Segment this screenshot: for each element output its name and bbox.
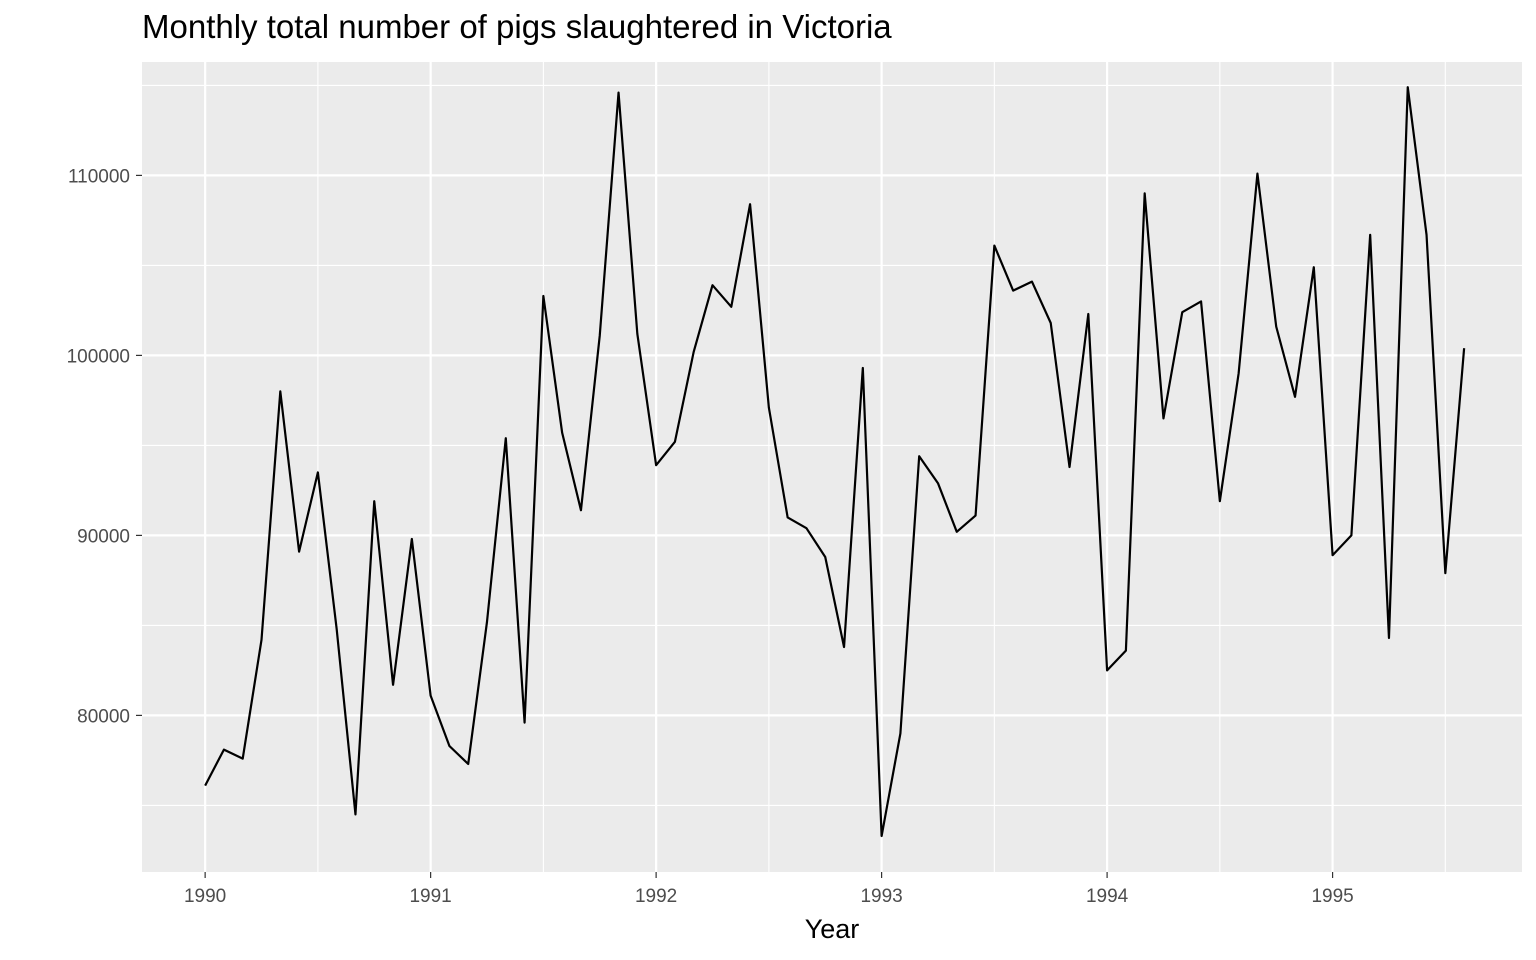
y-tick-label: 80000 — [77, 706, 130, 727]
series-line — [204, 86, 1466, 838]
x-axis-title: Year — [805, 914, 860, 944]
plot-panel — [142, 62, 1522, 872]
y-axis: 80000 90000 100000 110000 — [67, 166, 142, 727]
y-tick-label: 100000 — [67, 346, 130, 367]
x-tick-label: 1991 — [409, 886, 451, 907]
x-tick-label: 1992 — [635, 886, 677, 907]
x-tick-label: 1993 — [860, 886, 902, 907]
y-tick-label: 90000 — [77, 526, 130, 547]
x-tick-label: 1994 — [1086, 886, 1129, 907]
major-gridlines — [142, 62, 1522, 872]
minor-gridlines — [142, 62, 1522, 872]
x-tick-label: 1995 — [1311, 886, 1353, 907]
x-axis: 1990 1991 1992 1993 1994 1995 — [184, 872, 1354, 907]
y-tick-label: 110000 — [68, 166, 130, 187]
chart-title: Monthly total number of pigs slaughtered… — [142, 8, 892, 45]
x-tick-label: 1990 — [184, 886, 226, 907]
